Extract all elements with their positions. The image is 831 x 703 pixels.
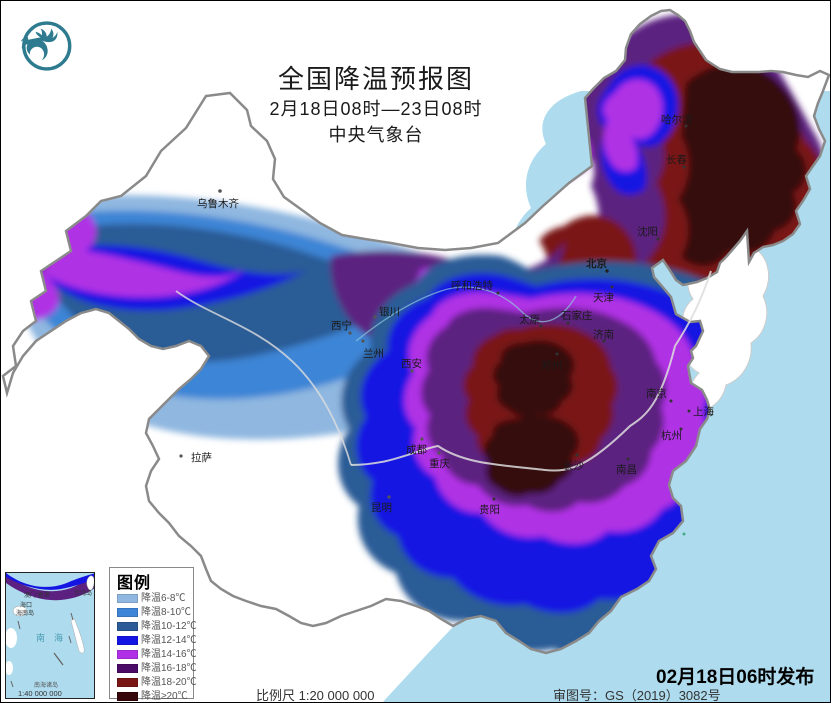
svg-text:杭州: 杭州 — [661, 429, 682, 442]
svg-text:济南: 济南 — [593, 328, 614, 341]
svg-text:郑州: 郑州 — [541, 359, 562, 372]
svg-text:西安: 西安 — [401, 357, 422, 370]
svg-text:昆明: 昆明 — [371, 502, 392, 514]
svg-text:重庆: 重庆 — [429, 457, 450, 470]
svg-text:天津: 天津 — [593, 292, 614, 304]
svg-text:上海: 上海 — [693, 405, 714, 418]
svg-text:1:40 000 000: 1:40 000 000 — [18, 689, 62, 698]
svg-text:贵阳: 贵阳 — [479, 503, 500, 516]
svg-text:南昌: 南昌 — [616, 463, 637, 476]
svg-text:海南岛: 海南岛 — [16, 609, 34, 617]
svg-text:呼和浩特: 呼和浩特 — [451, 280, 493, 292]
svg-text:海口: 海口 — [20, 601, 32, 609]
svg-text:西宁: 西宁 — [331, 319, 352, 332]
svg-text:长春: 长春 — [666, 154, 687, 166]
svg-text:澳门 香港: 澳门 香港 — [24, 591, 50, 599]
svg-text:南京: 南京 — [646, 387, 667, 400]
svg-text:乌鲁木齐: 乌鲁木齐 — [197, 197, 239, 210]
svg-text:拉萨: 拉萨 — [191, 451, 212, 464]
svg-text:沈阳: 沈阳 — [637, 225, 658, 238]
svg-text:兰州: 兰州 — [363, 347, 384, 360]
svg-text:哈尔滨: 哈尔滨 — [661, 113, 693, 126]
svg-text:石家庄: 石家庄 — [561, 309, 593, 322]
svg-text:南 海: 南 海 — [36, 632, 63, 643]
svg-text:银川: 银川 — [379, 305, 400, 318]
svg-text:太原: 太原 — [519, 313, 540, 326]
svg-text:北京: 北京 — [586, 257, 607, 270]
svg-text:成都: 成都 — [406, 444, 427, 456]
svg-text:台湾岛: 台湾岛 — [74, 589, 92, 597]
svg-text:南海诸岛: 南海诸岛 — [34, 681, 58, 689]
svg-text:长沙: 长沙 — [563, 460, 584, 472]
